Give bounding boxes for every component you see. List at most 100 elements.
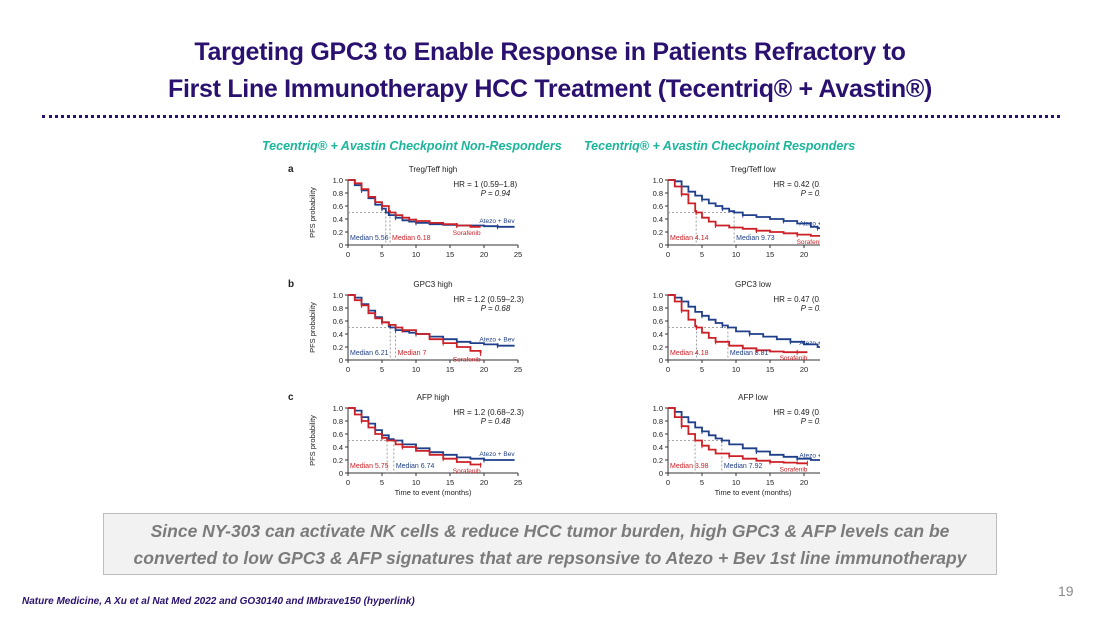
hazard-ratio: HR = 1.2 (0.68–2.3) — [453, 408, 524, 417]
x-tick-label: 5 — [380, 478, 384, 487]
x-tick-label: 10 — [732, 250, 740, 259]
y-axis-label: PFS probability — [308, 302, 317, 353]
median-label: Median 5.75 — [350, 463, 389, 470]
y-tick-label: 0.2 — [653, 456, 663, 465]
row-label: b — [288, 279, 294, 290]
km-panel-1: a Treg/Teff high HR = 1 (0.59–1.8)P = 0.94… — [288, 164, 522, 259]
x-tick-label: 10 — [412, 478, 420, 487]
x-tick-label: 25 — [514, 478, 522, 487]
hazard-ratio: HR = 0.49 (0.28–0.87) — [773, 408, 820, 417]
y-tick-label: 0.6 — [333, 202, 343, 211]
x-tick-label: 20 — [480, 478, 488, 487]
y-tick-label: 0.8 — [333, 304, 343, 313]
y-tick-label: 0.2 — [653, 228, 663, 237]
y-tick-label: 0.8 — [653, 189, 663, 198]
y-tick-label: 1.0 — [653, 176, 663, 185]
x-tick-label: 20 — [480, 365, 488, 374]
row-label: c — [288, 392, 294, 403]
y-tick-label: 0.4 — [653, 330, 663, 339]
sorafenib-label: Sorafenib — [780, 355, 808, 362]
x-tick-label: 0 — [346, 478, 350, 487]
x-tick-label: 0 — [346, 365, 350, 374]
sorafenib-label: Sorafenib — [797, 239, 820, 246]
responders-header: Tecentriq® + Avastin Checkpoint Responde… — [584, 139, 856, 153]
callout-line-1: Since NY-303 can activate NK cells & red… — [150, 521, 950, 541]
y-tick-label: 0 — [339, 241, 343, 250]
atezo-bev-label: Atezo + Bev — [479, 337, 515, 344]
median-label: Median 6.21 — [350, 350, 389, 357]
y-tick-label: 0.6 — [653, 317, 663, 326]
sorafenib-label: Sorafenib — [453, 468, 481, 475]
x-tick-label: 15 — [766, 478, 774, 487]
atezo-bev-curve — [668, 294, 820, 348]
atezo-bev-label: Atezo + Bev — [479, 218, 515, 225]
median-label: Median 9.73 — [736, 235, 775, 242]
x-tick-label: 10 — [412, 250, 420, 259]
x-tick-label: 15 — [766, 250, 774, 259]
p-value: P = 0.94 — [481, 189, 511, 198]
x-tick-label: 20 — [800, 365, 808, 374]
x-tick-label: 20 — [800, 250, 808, 259]
hazard-ratio: HR = 0.42 (0.22–0.79) — [773, 180, 820, 189]
x-tick-label: 20 — [480, 250, 488, 259]
y-tick-label: 0.8 — [333, 417, 343, 426]
title-line-2: First Line Immunotherapy HCC Treatment (… — [168, 75, 932, 103]
y-tick-label: 0.4 — [333, 330, 343, 339]
y-tick-label: 1.0 — [333, 404, 343, 413]
y-tick-label: 0.8 — [653, 304, 663, 313]
y-tick-label: 0.2 — [333, 228, 343, 237]
median-label: Median 6.18 — [392, 235, 431, 242]
y-tick-label: 0.4 — [333, 443, 343, 452]
median-label: Median 7 — [398, 350, 427, 357]
hazard-ratio: HR = 1.2 (0.59–2.3) — [453, 295, 524, 304]
p-value: P = 0.014 — [801, 417, 820, 426]
sorafenib-label: Sorafenib — [780, 466, 808, 473]
y-tick-label: 0.4 — [653, 215, 663, 224]
median-label: Median 4.14 — [670, 235, 709, 242]
x-tick-label: 10 — [412, 365, 420, 374]
km-panel-6: AFP low HR = 0.49 (0.28–0.87)P = 0.014 0 0.… — [653, 393, 820, 497]
km-panel-2: Treg/Teff low HR = 0.42 (0.22–0.79)P = 0.… — [653, 165, 820, 259]
p-value: P = 0.007 — [801, 189, 820, 198]
slide-title: Targeting GPC3 to Enable Response in Pat… — [0, 34, 1100, 108]
x-tick-label: 5 — [380, 250, 384, 259]
y-tick-label: 0.2 — [653, 343, 663, 352]
sorafenib-label: Sorafenib — [453, 230, 481, 237]
p-value: P = 0.48 — [481, 417, 511, 426]
y-tick-label: 0.6 — [653, 430, 663, 439]
panel-title: GPC3 low — [735, 280, 771, 289]
x-tick-label: 15 — [446, 365, 454, 374]
atezo-bev-curve — [348, 407, 515, 461]
km-curves-figure: a Treg/Teff high HR = 1 (0.59–1.8)P = 0.94… — [288, 164, 820, 497]
y-tick-label: 1.0 — [333, 291, 343, 300]
y-axis-label: PFS probability — [308, 415, 317, 466]
x-tick-label: 10 — [732, 478, 740, 487]
footnote-citation[interactable]: Nature Medicine, A Xu et al Nat Med 2022… — [22, 596, 415, 607]
callout-box: Since NY-303 can activate NK cells & red… — [103, 513, 997, 575]
x-tick-label: 25 — [514, 365, 522, 374]
median-label: Median 4.18 — [670, 350, 709, 357]
y-tick-label: 0 — [659, 469, 663, 478]
median-label: Median 8.81 — [730, 350, 769, 357]
x-tick-label: 20 — [800, 478, 808, 487]
row-label: a — [288, 164, 294, 175]
y-tick-label: 0.2 — [333, 343, 343, 352]
x-tick-label: 15 — [446, 478, 454, 487]
x-tick-label: 15 — [446, 250, 454, 259]
y-tick-label: 0 — [339, 356, 343, 365]
dotted-divider — [42, 115, 1060, 118]
x-tick-label: 0 — [666, 478, 670, 487]
x-tick-label: 10 — [732, 365, 740, 374]
y-tick-label: 1.0 — [333, 176, 343, 185]
p-value: P = 0.006 — [801, 304, 820, 313]
y-tick-label: 0.6 — [653, 202, 663, 211]
y-tick-label: 0.8 — [653, 417, 663, 426]
p-value: P = 0.68 — [481, 304, 511, 313]
y-tick-label: 1.0 — [653, 291, 663, 300]
atezo-bev-curve — [668, 179, 820, 229]
y-tick-label: 0 — [659, 356, 663, 365]
hazard-ratio: HR = 1 (0.59–1.8) — [453, 180, 517, 189]
callout-line-2: converted to low GPC3 & AFP signatures t… — [133, 548, 967, 568]
x-tick-label: 5 — [700, 250, 704, 259]
